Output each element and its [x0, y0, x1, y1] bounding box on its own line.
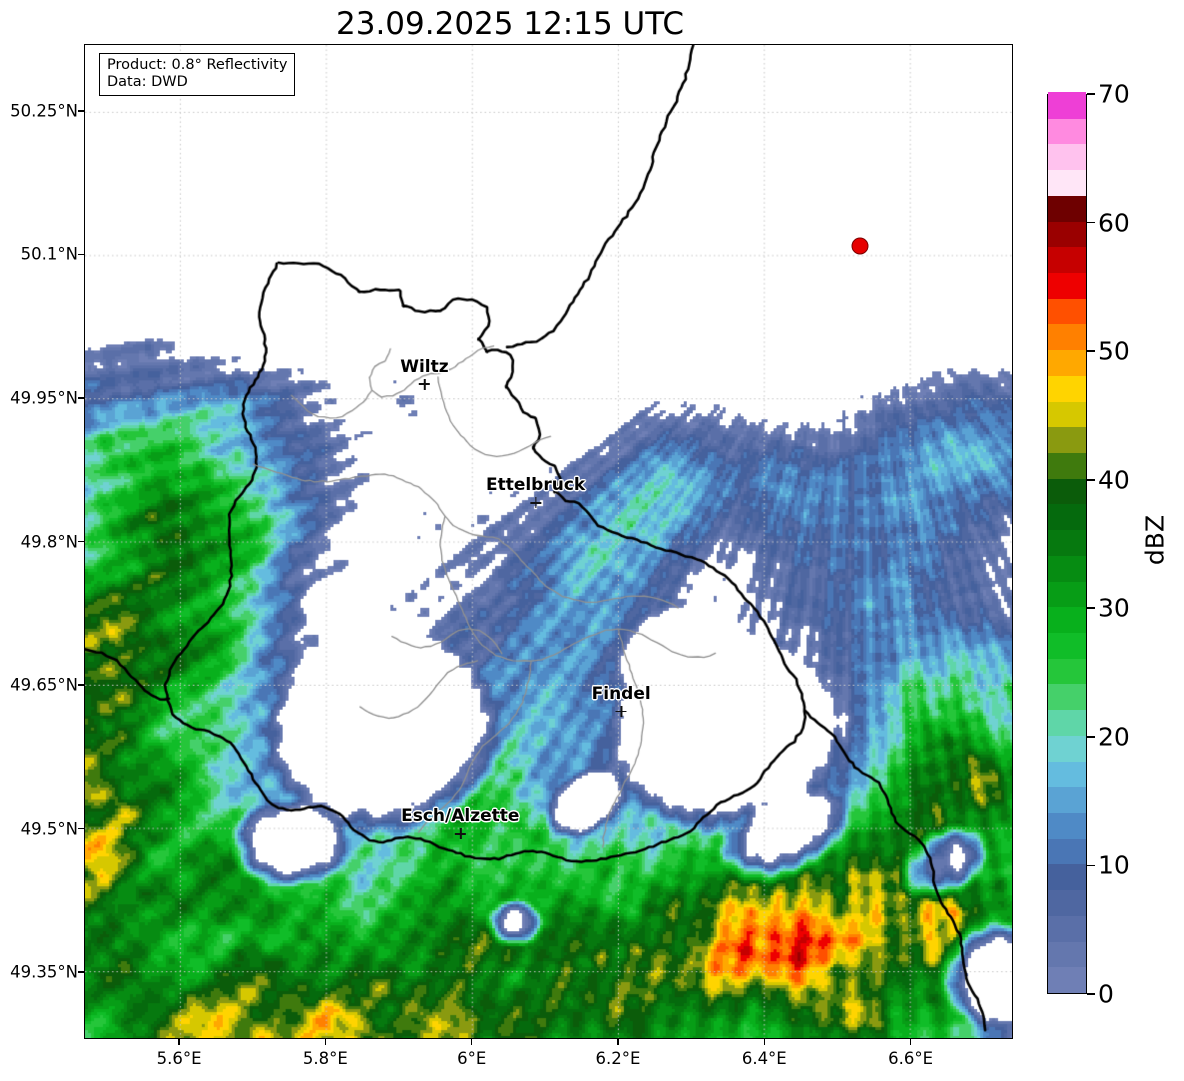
longitude-tick-label: 6°E — [457, 1049, 487, 1068]
colorbar-band — [1048, 143, 1086, 171]
longitude-tick-label: 6.6°E — [888, 1049, 934, 1068]
colorbar-tick — [1087, 350, 1095, 352]
latitude-tick-label: 49.65°N — [10, 675, 78, 695]
city-name: Esch/Alzette — [401, 806, 520, 827]
latitude-tick-label: 49.35°N — [10, 962, 78, 982]
colorbar-band — [1048, 323, 1086, 351]
longitude-tick — [909, 1039, 912, 1045]
colorbar-band — [1048, 529, 1086, 556]
colorbar-band — [1048, 246, 1086, 273]
map-borders-grid-layer — [85, 45, 1012, 1038]
colorbar-band — [1048, 683, 1086, 711]
colorbar-tick-label: 30 — [1098, 593, 1130, 623]
colorbar-tick — [1087, 736, 1095, 738]
longitude-tick — [763, 1039, 765, 1045]
city-name: Findel — [591, 683, 651, 704]
colorbar[interactable] — [1047, 92, 1087, 994]
colorbar-tick — [1087, 607, 1095, 610]
city-label-findel: Findel — [592, 684, 651, 718]
latitude-tick — [78, 397, 84, 399]
longitude-tick — [617, 1039, 619, 1045]
colorbar-gradient — [1047, 92, 1087, 994]
colorbar-band — [1048, 92, 1086, 119]
latitude-tick-label: 50.1°N — [20, 244, 78, 264]
longitude-tick-label: 6.2°E — [595, 1049, 641, 1068]
longitude-tick — [178, 1039, 180, 1045]
latitude-tick — [78, 684, 84, 686]
longitude-tick — [471, 1039, 473, 1045]
colorbar-band — [1048, 786, 1086, 813]
colorbar-band — [1048, 658, 1086, 685]
colorbar-band — [1048, 195, 1086, 222]
latitude-tick — [78, 253, 84, 256]
data-source-line: Data: DWD — [107, 74, 188, 90]
page-title: 23.09.2025 12:15 UTC — [336, 6, 684, 42]
latitude-tick — [78, 110, 84, 112]
colorbar-band — [1048, 272, 1086, 299]
colorbar-tick-label: 70 — [1098, 79, 1130, 109]
colorbar-tick-label: 40 — [1098, 465, 1130, 495]
latitude-tick-label: 50.25°N — [10, 101, 78, 121]
colorbar-band — [1048, 118, 1086, 145]
colorbar-band — [1048, 375, 1086, 402]
city-name: Ettelbruck — [485, 475, 586, 496]
colorbar-band — [1048, 889, 1086, 916]
longitude-tick-label: 5.8°E — [302, 1049, 348, 1068]
colorbar-tick-label: 50 — [1098, 336, 1130, 366]
city-label-wiltz: Wiltz — [400, 356, 449, 391]
colorbar-tick — [1087, 478, 1095, 481]
colorbar-tick-label: 60 — [1098, 208, 1130, 238]
colorbar-band — [1048, 606, 1086, 633]
colorbar-band — [1048, 400, 1086, 428]
radar-site-marker-icon[interactable] — [851, 237, 869, 255]
colorbar-band — [1048, 838, 1086, 865]
city-marker-icon — [615, 705, 628, 718]
colorbar-band — [1048, 580, 1086, 608]
latitude-tick-label: 49.8°N — [20, 532, 78, 551]
colorbar-unit-label: dBZ — [1140, 514, 1170, 566]
longitude-tick-label: 5.6°E — [156, 1049, 202, 1068]
city-marker-icon — [454, 827, 467, 840]
colorbar-tick-label: 0 — [1098, 979, 1114, 1009]
colorbar-band — [1048, 863, 1086, 891]
colorbar-band — [1048, 349, 1086, 376]
latitude-tick-label: 49.5°N — [20, 819, 78, 839]
city-marker-icon — [418, 378, 431, 391]
colorbar-band — [1048, 632, 1086, 659]
colorbar-band — [1048, 298, 1086, 325]
latitude-tick — [78, 827, 84, 830]
city-marker-icon — [529, 496, 542, 509]
city-label-esch-alzette: Esch/Alzette — [401, 806, 519, 840]
colorbar-band — [1048, 503, 1086, 531]
colorbar-tick-label: 20 — [1098, 722, 1130, 752]
city-label-ettelbruck: Ettelbruck — [486, 475, 585, 509]
colorbar-tick-label: 10 — [1098, 850, 1130, 880]
city-name: Wiltz — [400, 356, 449, 377]
colorbar-band — [1048, 169, 1086, 196]
colorbar-band — [1048, 966, 1086, 993]
colorbar-band — [1048, 220, 1086, 248]
colorbar-band — [1048, 426, 1086, 453]
colorbar-band — [1048, 478, 1086, 505]
latitude-tick-label: 49.95°N — [10, 388, 78, 408]
colorbar-band — [1048, 709, 1086, 736]
longitude-tick — [324, 1039, 327, 1045]
longitude-tick-label: 6.4°E — [741, 1049, 787, 1068]
colorbar-tick — [1087, 864, 1095, 867]
product-info-box: Product: 0.8° Reflectivity Data: DWD — [99, 53, 296, 96]
colorbar-band — [1048, 735, 1086, 762]
colorbar-band — [1048, 760, 1086, 788]
latitude-tick — [78, 540, 84, 543]
colorbar-band — [1048, 812, 1086, 839]
latitude-tick — [78, 971, 84, 973]
radar-map-plot[interactable]: Product: 0.8° Reflectivity Data: DWD Wil… — [84, 44, 1013, 1039]
colorbar-band — [1048, 940, 1086, 968]
colorbar-tick — [1087, 993, 1095, 995]
colorbar-tick — [1087, 221, 1095, 224]
colorbar-band — [1048, 915, 1086, 942]
colorbar-tick — [1087, 93, 1095, 95]
colorbar-band — [1048, 452, 1086, 479]
product-line: Product: 0.8° Reflectivity — [107, 57, 288, 73]
colorbar-band — [1048, 555, 1086, 582]
